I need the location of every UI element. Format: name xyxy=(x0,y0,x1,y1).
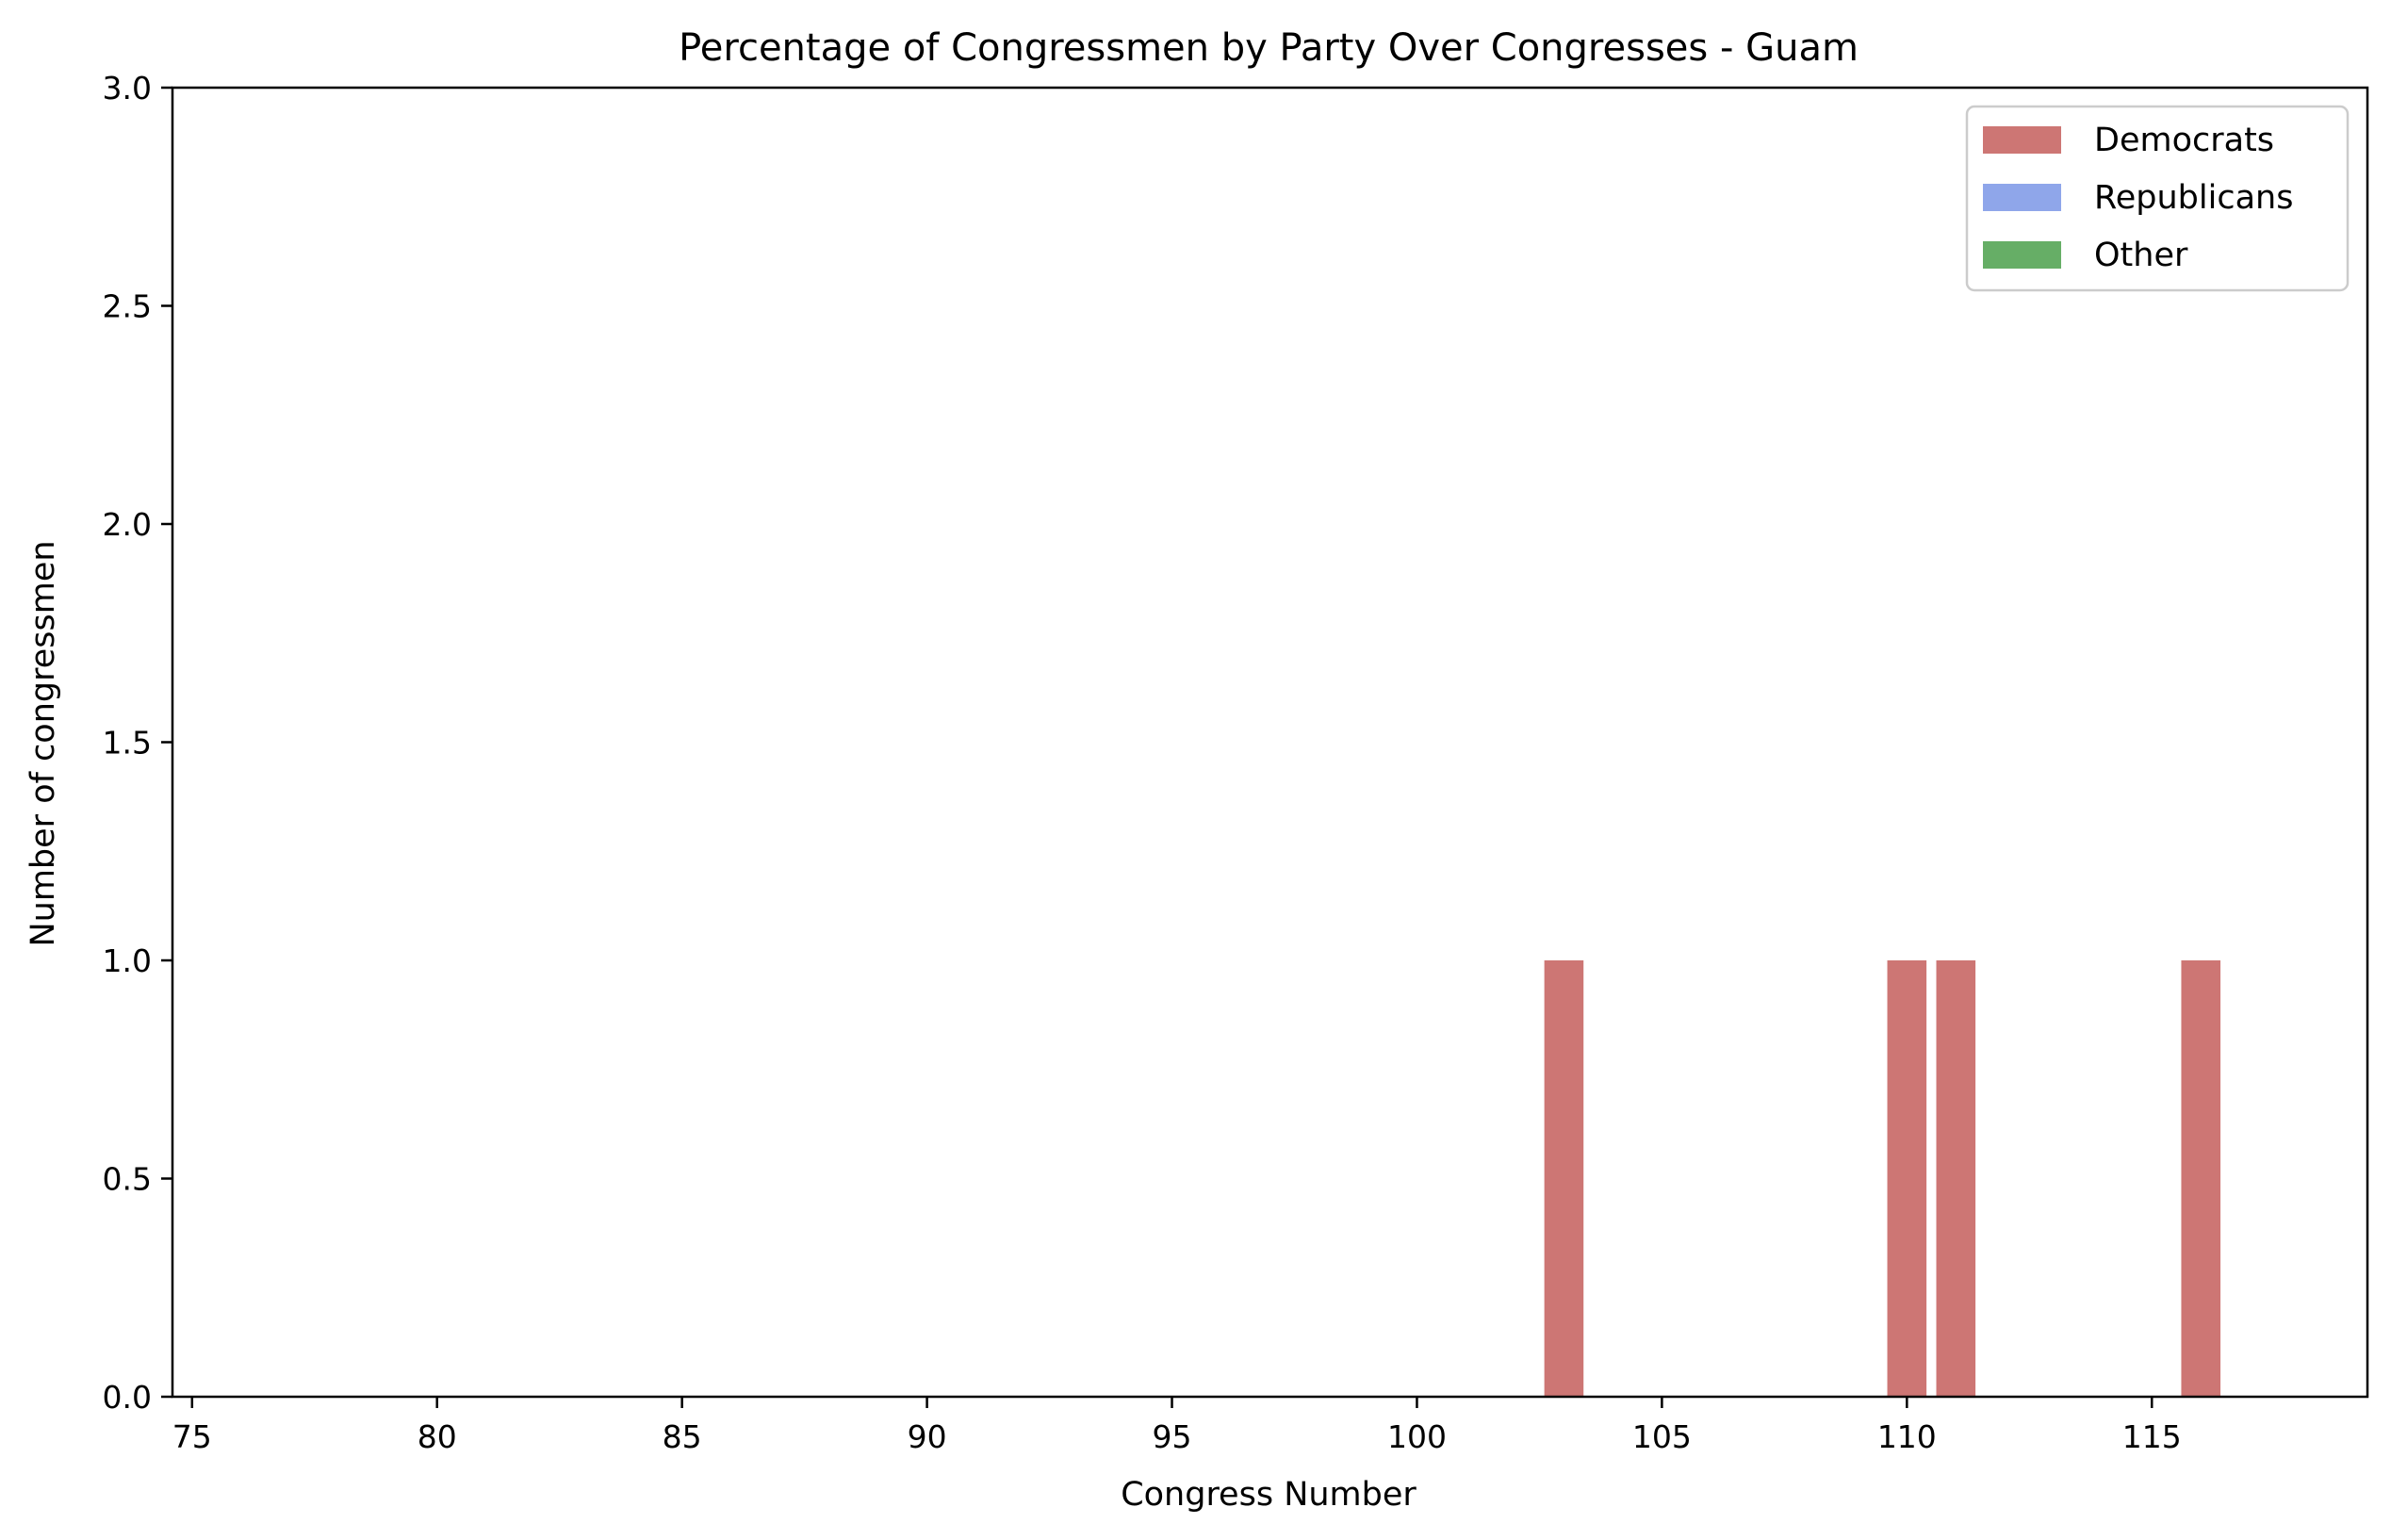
legend-label-other: Other xyxy=(2094,237,2188,274)
x-axis-label: Congress Number xyxy=(1121,1476,1417,1514)
x-tick-label-75: 75 xyxy=(172,1418,212,1455)
bar-democrats-congress-111 xyxy=(1936,960,1976,1397)
y-tick-label-4: 2.0 xyxy=(103,506,152,543)
bar-democrats-congress-116 xyxy=(2181,960,2221,1397)
y-tick-label-5: 2.5 xyxy=(103,288,152,325)
x-tick-label-110: 110 xyxy=(1877,1418,1937,1455)
y-tick-label-3: 1.5 xyxy=(103,725,152,762)
legend-swatch-democrats xyxy=(1983,126,2061,154)
x-tick-label-100: 100 xyxy=(1387,1418,1447,1455)
bar-democrats-congress-103 xyxy=(1544,960,1584,1397)
legend-label-democrats: Democrats xyxy=(2094,122,2274,159)
ticks-layer: 75 80 85 90 95 100 105 110 115 0.0 0.5 1.0 1.5 2.0 2.5… xyxy=(103,70,2182,1455)
y-axis-label: Number of congressmen xyxy=(25,540,62,946)
x-tick-label-105: 105 xyxy=(1632,1418,1692,1455)
legend-frame xyxy=(1965,105,2350,292)
y-tick-label-0: 0.0 xyxy=(103,1379,152,1416)
chart-title: Percentage of Congressmen by Party Over … xyxy=(679,26,1859,70)
legend: Democrats Republicans Other xyxy=(1965,105,2350,292)
y-tick-label-1: 0.5 xyxy=(103,1161,152,1198)
bars-layer xyxy=(1544,960,2221,1397)
legend-swatch-republicans xyxy=(1983,184,2061,211)
bar-democrats-congress-110 xyxy=(1887,960,1927,1397)
x-tick-label-85: 85 xyxy=(663,1418,702,1455)
x-tick-label-90: 90 xyxy=(908,1418,947,1455)
x-tick-label-95: 95 xyxy=(1153,1418,1192,1455)
legend-swatch-other xyxy=(1983,241,2061,269)
x-tick-label-115: 115 xyxy=(2122,1418,2182,1455)
x-tick-label-80: 80 xyxy=(418,1418,457,1455)
y-tick-label-2: 1.0 xyxy=(103,942,152,979)
legend-label-republicans: Republicans xyxy=(2094,179,2293,217)
y-tick-label-6: 3.0 xyxy=(103,70,152,106)
